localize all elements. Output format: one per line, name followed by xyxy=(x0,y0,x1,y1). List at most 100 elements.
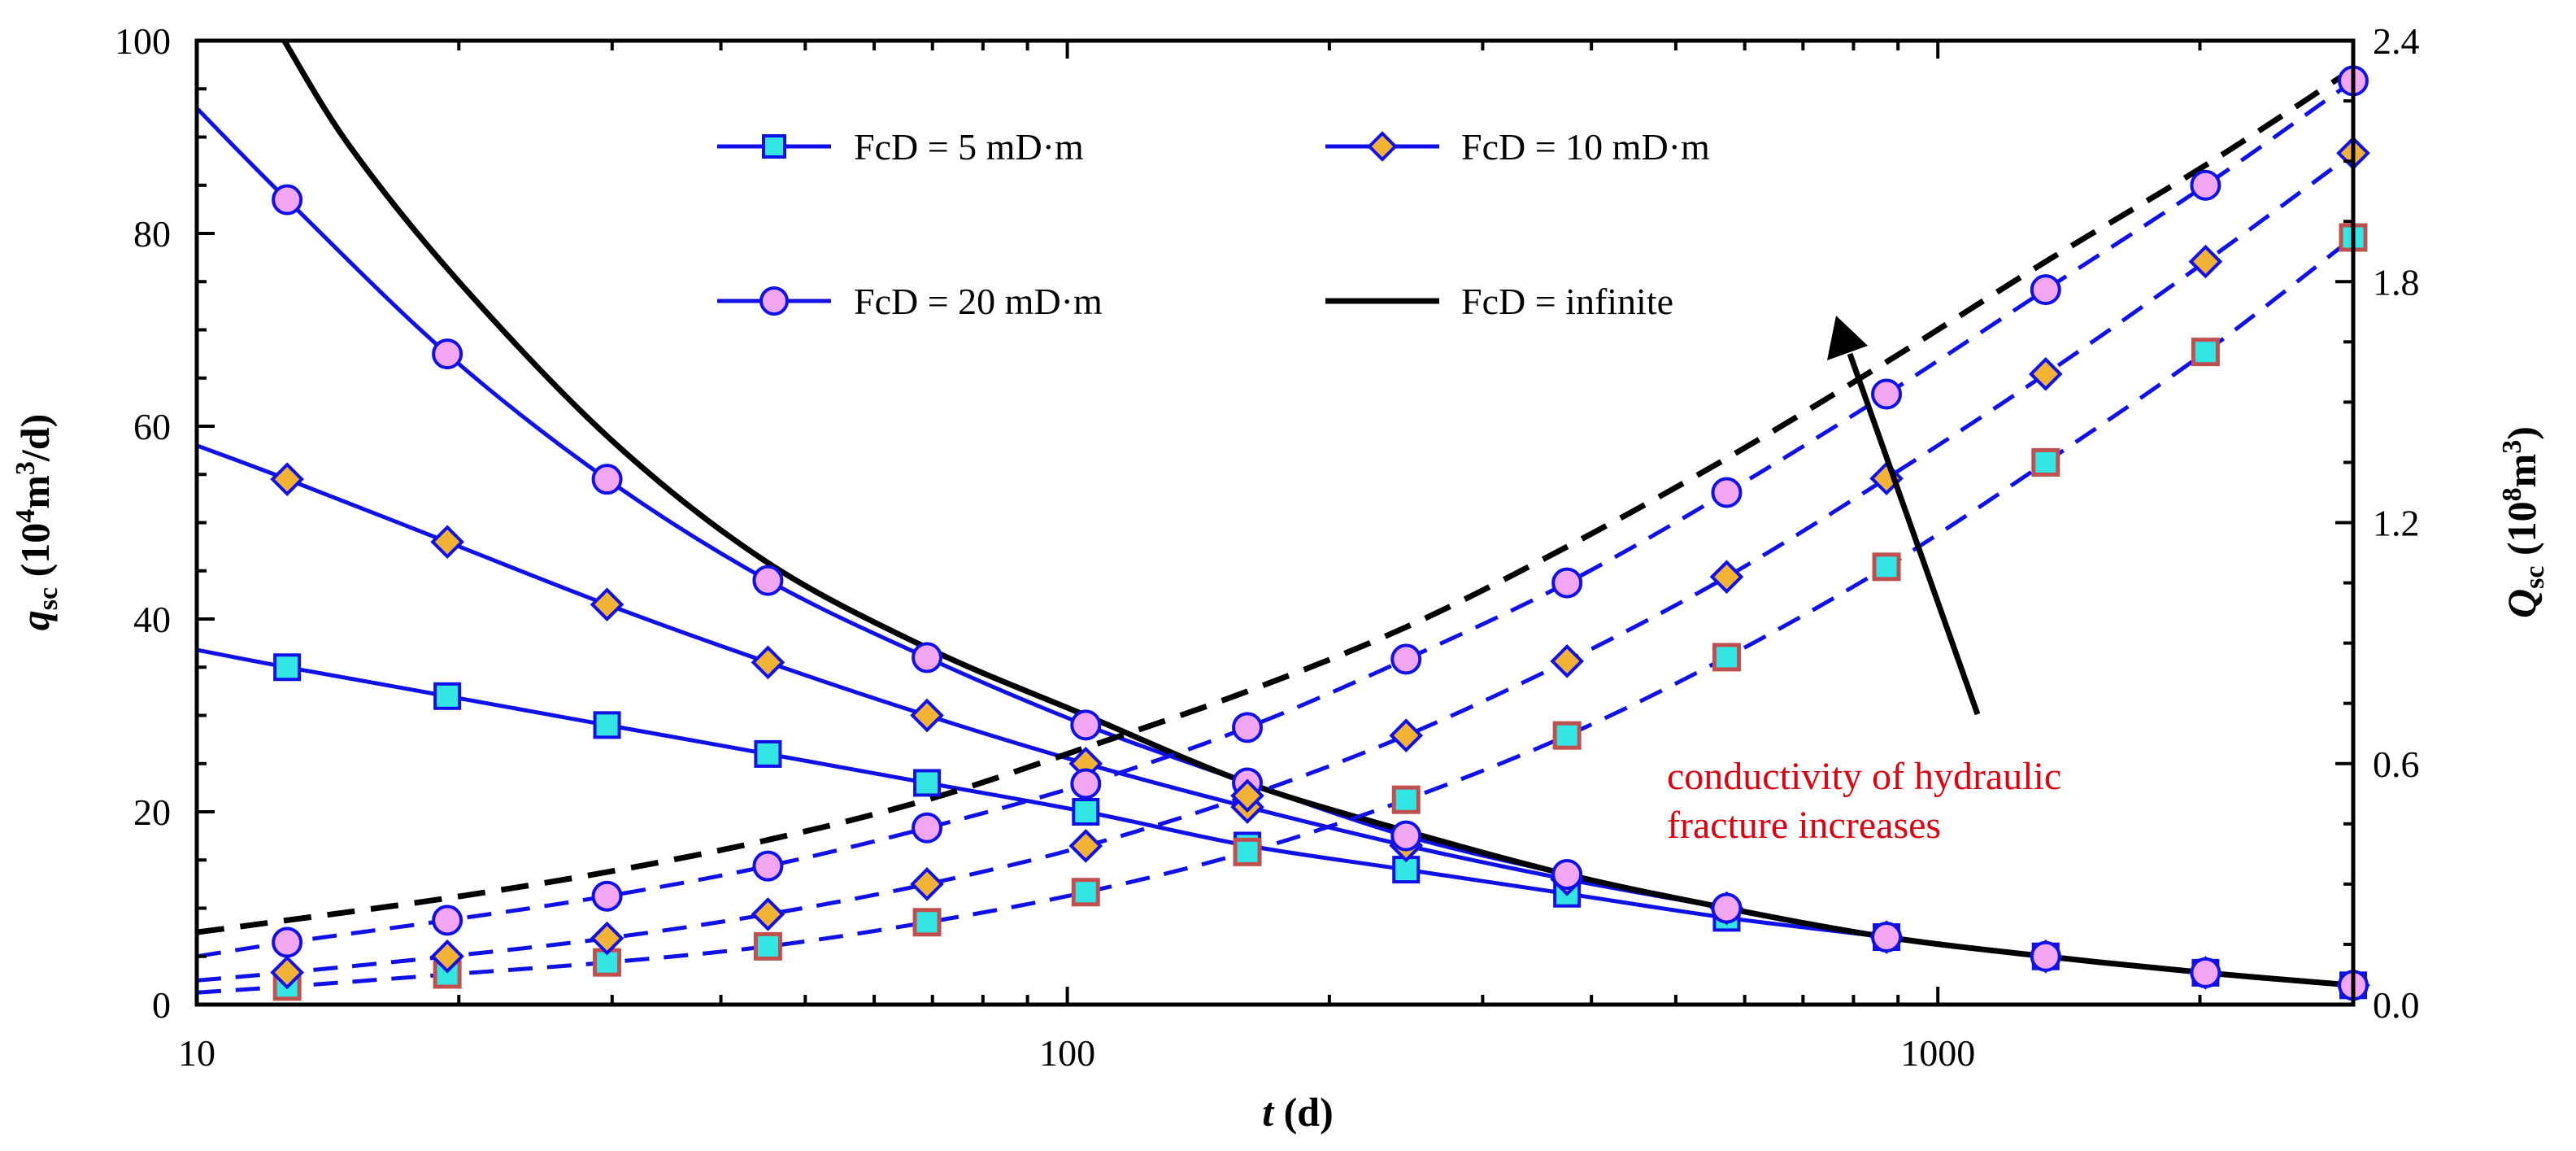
y-left-tick-label-20: 20 xyxy=(133,791,171,833)
data-point-fcd-10-right-8 xyxy=(1389,718,1424,753)
y-right-tick-label-1.2: 1.2 xyxy=(2373,503,2420,544)
data-point-fcd-20-right-11 xyxy=(1871,378,1903,410)
data-point-fcd-20-right-6 xyxy=(1070,768,1102,800)
y-right-title-sub: sc xyxy=(2520,566,2550,589)
data-point-fcd-5-right-4 xyxy=(753,931,782,961)
y-right-title-mid: m xyxy=(2499,454,2544,488)
x-tick-label-1000: 1000 xyxy=(1900,1032,1975,1074)
series-lines xyxy=(195,39,2355,995)
y-right-axis-title: Qsc (108m3) xyxy=(2497,426,2550,618)
data-point-fcd-10-right-3 xyxy=(590,921,624,956)
legend-item-fcd-20: FcD = 20 mD·m xyxy=(717,281,1103,322)
data-point-fcd-20-right-9 xyxy=(1551,567,1583,599)
legend-label-fcd-20: FcD = 20 mD·m xyxy=(854,281,1103,322)
series-line-fcd-infinite-right xyxy=(196,66,2355,935)
x-axis-title-var: t xyxy=(1262,1089,1275,1135)
y-left-axis-title: qsc (104m3/d) xyxy=(11,414,63,631)
y-left-title-sup: 4 xyxy=(11,509,41,523)
data-point-fcd-20-left-4 xyxy=(752,565,784,596)
data-point-fcd-20-right-3 xyxy=(591,880,623,912)
data-point-fcd-20-left-6 xyxy=(1070,709,1102,741)
data-point-fcd-20-left-12 xyxy=(2030,940,2061,972)
series-line-fcd-20-right xyxy=(196,79,2355,959)
y-left-tick-label-40: 40 xyxy=(133,599,171,640)
data-point-fcd-20-left-3 xyxy=(591,464,623,495)
y-right-tick-label-2.4: 2.4 xyxy=(2373,20,2420,62)
legend-circle-marker xyxy=(759,286,789,316)
data-point-fcd-5-right-9 xyxy=(1552,721,1582,750)
data-point-fcd-5-right-7 xyxy=(1233,837,1262,866)
data-point-fcd-10-right-12 xyxy=(2028,356,2063,391)
y-right-tick-label-1.8: 1.8 xyxy=(2373,261,2420,303)
y-left-title-sup2: 3 xyxy=(11,461,41,475)
series-line-fcd-5-left xyxy=(196,647,2354,988)
data-point-fcd-20-left-2 xyxy=(432,338,463,370)
data-point-fcd-20-left-13 xyxy=(2190,957,2221,988)
y-right-title-post: ) xyxy=(2499,426,2544,440)
y-left-tick-label-0: 0 xyxy=(152,984,171,1026)
legend-diamond-marker xyxy=(1367,131,1398,162)
legend-label-fcd-5: FcD = 5 mD·m xyxy=(854,126,1084,168)
data-point-fcd-10-right-2 xyxy=(430,939,464,974)
annotation-line-2: fracture increases xyxy=(1667,804,1941,847)
data-point-fcd-10-right-10 xyxy=(1709,560,1744,594)
data-point-fcd-10-right-9 xyxy=(1550,644,1584,678)
data-point-fcd-10-left-2 xyxy=(430,525,464,560)
x-tick-label-10: 10 xyxy=(178,1032,215,1074)
data-point-fcd-5-left-1 xyxy=(273,653,302,682)
data-point-fcd-5-right-5 xyxy=(912,908,942,937)
legend: FcD = 5 mD·m FcD = 10 mD·m FcD = 20 mD·m… xyxy=(717,126,1710,322)
data-point-fcd-20-right-2 xyxy=(432,905,463,936)
data-point-fcd-10-right-7 xyxy=(1230,778,1264,813)
data-point-fcd-10-left-1 xyxy=(270,462,304,497)
data-point-fcd-5-left-3 xyxy=(593,711,621,739)
series-line-fcd-10-right xyxy=(196,151,2355,983)
annotation-text: conductivity of hydraulic fracture incre… xyxy=(1667,755,2071,847)
legend-item-fcd-5: FcD = 5 mD·m xyxy=(717,126,1084,168)
y-right-title-var: Q xyxy=(2499,589,2544,618)
data-point-fcd-20-left-1 xyxy=(272,184,303,216)
y-left-title-post: /d) xyxy=(12,414,58,462)
axis-ticks xyxy=(195,39,2355,1006)
tick-labels: 10 100 1000 0 20 40 60 80 100 0.0 0.6 1.2 1.8 2.4 xyxy=(115,20,2420,1074)
y-right-title-sup2: 3 xyxy=(2497,440,2527,454)
data-point-fcd-20-right-12 xyxy=(2030,274,2061,306)
y-right-title-pre: (10 xyxy=(2499,501,2544,565)
data-point-fcd-10-right-1 xyxy=(270,955,304,990)
legend-item-fcd-10: FcD = 10 mD·m xyxy=(1325,126,1710,168)
data-point-fcd-5-left-6 xyxy=(1072,798,1100,826)
y-left-tick-label-60: 60 xyxy=(133,406,171,447)
y-left-title-mid: m xyxy=(12,475,58,509)
data-point-fcd-20-left-5 xyxy=(912,642,943,674)
legend-label-fcd-10: FcD = 10 mD·m xyxy=(1461,126,1710,168)
data-point-fcd-20-right-1 xyxy=(272,926,303,958)
plot-frame xyxy=(194,38,2356,1007)
annotation-arrow-shaft xyxy=(1847,352,1981,716)
data-point-fcd-5-right-12 xyxy=(2031,447,2060,477)
data-point-fcd-20-left-8 xyxy=(1390,820,1422,852)
x-tick-label-100: 100 xyxy=(1039,1032,1095,1074)
data-point-fcd-5-right-10 xyxy=(1712,643,1741,672)
data-point-fcd-10-left-4 xyxy=(751,645,785,680)
data-point-fcd-5-left-2 xyxy=(433,682,462,710)
legend-label-fcd-infinite: FcD = infinite xyxy=(1461,281,1673,322)
x-axis-title: t (d) xyxy=(1262,1089,1334,1135)
data-point-fcd-10-right-4 xyxy=(751,897,785,931)
data-point-fcd-20-left-9 xyxy=(1551,859,1583,891)
y-left-tick-label-80: 80 xyxy=(133,213,171,255)
data-point-fcd-10-right-6 xyxy=(1068,829,1103,863)
y-left-title-var: q xyxy=(12,610,58,630)
series-line-fcd-20-left xyxy=(195,107,2354,988)
data-point-fcd-20-left-11 xyxy=(1871,922,1903,953)
y-left-title-sub: sc xyxy=(33,587,63,610)
legend-square-marker xyxy=(762,134,786,159)
series-line-fcd-5-right xyxy=(196,235,2355,995)
annotation: conductivity of hydraulic fracture incre… xyxy=(1667,316,2071,847)
data-point-fcd-10-right-13 xyxy=(2188,244,2223,279)
y-left-title-pre: (10 xyxy=(12,523,58,587)
y-right-tick-label-0.0: 0.0 xyxy=(2373,984,2420,1026)
series-line-fcd-infinite-left xyxy=(281,39,2354,988)
plot-area xyxy=(194,38,2370,1007)
data-point-fcd-20-right-4 xyxy=(752,850,784,882)
